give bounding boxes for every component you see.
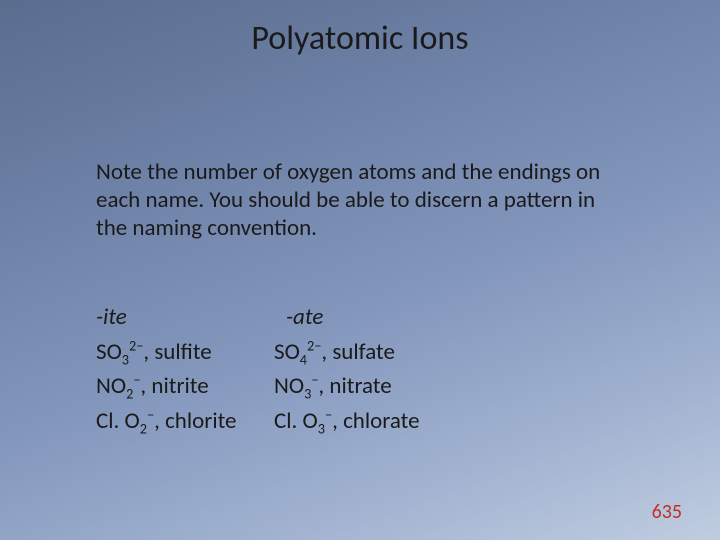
formula-sub: 4 (300, 350, 307, 368)
formula-elem: Cl. O (274, 407, 318, 435)
ion-name: nitrate (329, 372, 391, 400)
formula-sub: 2 (140, 419, 147, 437)
formula-sup: − (311, 370, 318, 388)
page-number: 635 (652, 500, 682, 524)
header-ate: -ate (274, 300, 630, 335)
ion-table: -ite -ate SO32−, sulfite SO42−, sulfate … (96, 300, 630, 438)
table-row: NO2−, nitrite NO3−, nitrate (96, 369, 630, 404)
cell-ate: Cl. O3−, chlorate (274, 404, 630, 439)
formula-elem: NO (274, 372, 304, 400)
ion-name: sulfate (332, 338, 395, 366)
slide-title: Polyatomic Ions (0, 18, 720, 59)
formula-sup: − (133, 370, 140, 388)
formula-elem: SO (274, 338, 300, 366)
formula-sup: − (325, 405, 332, 423)
table-header-row: -ite -ate (96, 300, 630, 335)
slide: Polyatomic Ions Note the number of oxyge… (0, 0, 720, 540)
table-row: SO32−, sulfite SO42−, sulfate (96, 335, 630, 370)
cell-ite: SO32−, sulfite (96, 335, 274, 370)
formula-sup: − (147, 405, 154, 423)
cell-ate: NO3−, nitrate (274, 369, 630, 404)
cell-ite: NO2−, nitrite (96, 369, 274, 404)
cell-ate: SO42−, sulfate (274, 335, 630, 370)
ion-name: chlorite (165, 407, 236, 435)
ion-name: nitrite (151, 372, 208, 400)
formula-sub: 3 (122, 350, 129, 368)
ion-name: chlorate (343, 407, 419, 435)
ion-name: sulfite (154, 338, 211, 366)
header-ite: -ite (96, 300, 274, 335)
formula-sup: 2− (129, 336, 143, 354)
cell-ite: Cl. O2−, chlorite (96, 404, 274, 439)
formula-elem: SO (96, 338, 122, 366)
body-paragraph: Note the number of oxygen atoms and the … (96, 158, 630, 242)
formula-elem: NO (96, 372, 126, 400)
formula-sup: 2− (307, 336, 321, 354)
formula-elem: Cl. O (96, 407, 140, 435)
table-row: Cl. O2−, chlorite Cl. O3−, chlorate (96, 404, 630, 439)
formula-sub: 3 (318, 419, 325, 437)
